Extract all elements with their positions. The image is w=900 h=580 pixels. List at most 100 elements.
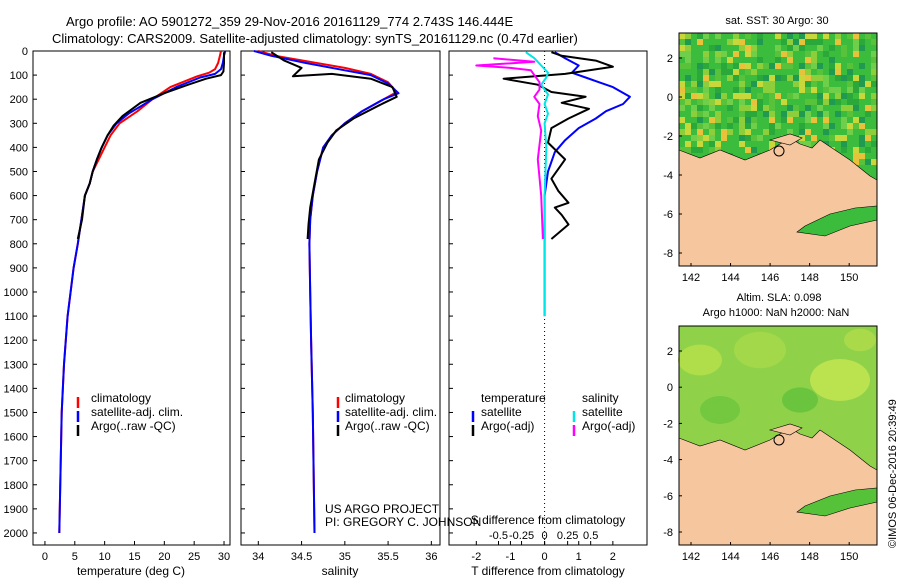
sst-map-cell bbox=[859, 159, 865, 165]
figure-title-line1: Argo profile: AO 5901272_359 29-Nov-2016… bbox=[66, 14, 514, 29]
sst-map-cell bbox=[775, 63, 781, 69]
depth-tick-label: 1400 bbox=[4, 383, 28, 395]
sst-map-cell bbox=[841, 51, 847, 57]
map-x-tick-label: 144 bbox=[721, 272, 739, 284]
series-line-temperature-argo-adj- bbox=[502, 51, 614, 240]
sst-map-cell bbox=[715, 141, 721, 147]
sst-map-cell bbox=[715, 33, 721, 39]
x-tick-label: 34.5 bbox=[291, 551, 312, 563]
sst-map-cell bbox=[685, 99, 691, 105]
sst-map-cell bbox=[817, 105, 823, 111]
sst-map-cell bbox=[847, 75, 853, 81]
sst-map-cell bbox=[679, 51, 685, 57]
depth-tick-label: 300 bbox=[10, 118, 28, 130]
sst-map-cell bbox=[763, 87, 769, 93]
depth-tick-label: 400 bbox=[10, 142, 28, 154]
sst-map-cell bbox=[847, 99, 853, 105]
sst-map-cell bbox=[715, 111, 721, 117]
sst-map-cell bbox=[781, 111, 787, 117]
sst-map-cell bbox=[793, 45, 799, 51]
map-y-tick-label: 2 bbox=[667, 53, 673, 65]
sst-map-cell bbox=[691, 105, 697, 111]
sst-map-cell bbox=[787, 93, 793, 99]
sst-map-cell bbox=[823, 99, 829, 105]
sst-map-cell bbox=[709, 45, 715, 51]
sst-map-cell bbox=[835, 99, 841, 105]
sst-map-cell bbox=[709, 117, 715, 123]
sst-map-cell bbox=[727, 75, 733, 81]
sst-map-cell bbox=[781, 117, 787, 123]
sst-map-cell bbox=[757, 135, 763, 141]
sst-map-cell bbox=[769, 123, 775, 129]
sst-map-cell bbox=[757, 75, 763, 81]
sst-map-cell bbox=[775, 93, 781, 99]
sla-argo-position-marker bbox=[773, 434, 785, 446]
sst-map-cell bbox=[829, 45, 835, 51]
sst-map-cell bbox=[859, 45, 865, 51]
sst-map-cell bbox=[733, 87, 739, 93]
depth-tick-label: 1200 bbox=[4, 335, 28, 347]
sst-map-cell bbox=[829, 69, 835, 75]
series-line-argo-raw-qc- bbox=[270, 51, 398, 240]
sst-map-cell bbox=[853, 117, 859, 123]
s-difference-axis-label: S difference from climatology bbox=[471, 513, 626, 527]
sst-map-cell bbox=[721, 129, 727, 135]
sst-map-cell bbox=[859, 75, 865, 81]
sst-map-cell bbox=[811, 81, 817, 87]
map-axes: 142 144 146 148 150 2 0 -2 -4 -6 -8 142 144 146 148 150… bbox=[663, 53, 858, 563]
sst-map-cell bbox=[853, 81, 859, 87]
x-tick-label: 34 bbox=[252, 551, 264, 563]
sst-map-cell bbox=[853, 99, 859, 105]
sst-map-cell bbox=[697, 147, 703, 153]
sst-map-cell bbox=[739, 141, 745, 147]
map-x-tick-label: 146 bbox=[761, 551, 779, 563]
sst-map-cell bbox=[721, 99, 727, 105]
sst-map-cell bbox=[853, 147, 859, 153]
sst-map-cell bbox=[679, 81, 685, 87]
sst-map-cell bbox=[739, 111, 745, 117]
sst-map-cell bbox=[715, 51, 721, 57]
sst-map-cell bbox=[691, 93, 697, 99]
depth-tick-label: 800 bbox=[10, 239, 28, 251]
sst-map-cell bbox=[685, 63, 691, 69]
sst-map bbox=[678, 32, 878, 267]
sst-map-cell bbox=[793, 105, 799, 111]
sst-map-cell bbox=[865, 81, 871, 87]
sst-map-cell bbox=[721, 51, 727, 57]
sst-map-cell bbox=[769, 129, 775, 135]
sst-map-cell bbox=[787, 51, 793, 57]
sst-map-cell bbox=[745, 117, 751, 123]
map-x-tick-label: 148 bbox=[800, 272, 818, 284]
map-x-tick-label: 146 bbox=[761, 272, 779, 284]
sst-map-cell bbox=[715, 99, 721, 105]
sst-map-cell bbox=[709, 135, 715, 141]
sst-map-cell bbox=[811, 135, 817, 141]
sst-map-cell bbox=[745, 135, 751, 141]
sst-map-cell bbox=[709, 69, 715, 75]
depth-tick-label: 100 bbox=[10, 70, 28, 82]
sst-map-cell bbox=[841, 135, 847, 141]
sst-map-cell bbox=[811, 117, 817, 123]
sst-map-cell bbox=[763, 129, 769, 135]
sst-map-cell bbox=[859, 117, 865, 123]
sst-map-cell bbox=[793, 75, 799, 81]
sst-map-cell bbox=[685, 123, 691, 129]
series-line-satellite-adj-clim- bbox=[58, 50, 227, 534]
depth-axis: 0 100 200 300 400 500 600 700 800 900 1000 1100 1200… bbox=[4, 46, 453, 540]
sst-map-cell bbox=[823, 81, 829, 87]
sst-map-cell bbox=[745, 129, 751, 135]
sst-map-cell bbox=[751, 117, 757, 123]
sst-map-cell bbox=[679, 87, 685, 93]
sst-map-cell bbox=[739, 135, 745, 141]
sst-map-cell bbox=[745, 123, 751, 129]
sst-map-cell bbox=[871, 81, 877, 87]
sst-map-cell bbox=[691, 81, 697, 87]
sst-map-cell bbox=[859, 93, 865, 99]
sst-map-cell bbox=[865, 147, 871, 153]
series-line-climatology bbox=[58, 50, 222, 534]
x-tick-label: 35.5 bbox=[377, 551, 398, 563]
sst-map-cell bbox=[853, 45, 859, 51]
sst-map-cell bbox=[685, 129, 691, 135]
sst-map-cell bbox=[853, 75, 859, 81]
sst-map-cell bbox=[799, 63, 805, 69]
